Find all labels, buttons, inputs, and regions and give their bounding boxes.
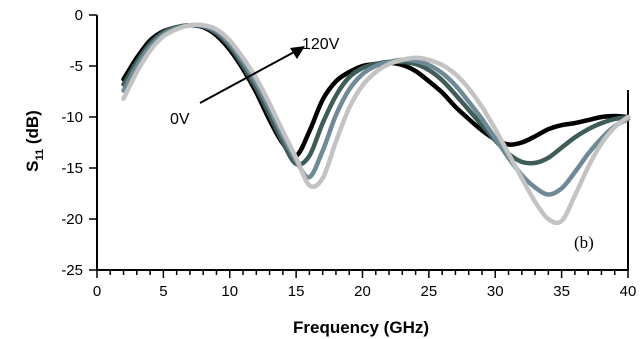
y-tick-label: -5 (70, 58, 83, 75)
y-ticks: 0 -5 -10 -15 -20 -25 (61, 7, 97, 279)
y-axis-title: S11 (dB) (23, 110, 46, 172)
plot-area: 0 5 10 15 20 25 30 35 40 0 -5 -10 -15 -20 -25 (61, 7, 636, 300)
y-tick-label: -10 (61, 109, 83, 126)
y-tick-label: -15 (61, 160, 83, 177)
x-tick-label: 15 (288, 283, 305, 300)
y-axis-title-main: S (23, 161, 42, 172)
x-ticks: 0 5 10 15 20 25 30 35 40 (93, 270, 637, 300)
x-axis-title: Frequency (GHz) (293, 318, 429, 337)
series-line-3 (121, 22, 631, 226)
x-tick-label: 0 (93, 283, 101, 300)
x-tick-label: 35 (553, 283, 570, 300)
x-tick-label: 10 (221, 283, 238, 300)
series-line-0 (121, 22, 631, 159)
y-tick-label: -25 (61, 262, 83, 279)
y-tick-label: 0 (75, 7, 83, 24)
y-tick-label: -20 (61, 211, 83, 228)
voltage-arrow-head (290, 46, 305, 59)
panel-label: (b) (574, 233, 594, 252)
x-tick-label: 25 (421, 283, 438, 300)
x-tick-label: 40 (620, 283, 637, 300)
x-tick-label: 20 (354, 283, 371, 300)
x-tick-label: 5 (159, 283, 167, 300)
series-group (121, 22, 631, 226)
y-axis-title-unit: (dB) (23, 110, 42, 149)
x-tick-label: 30 (487, 283, 504, 300)
y-axis-title-sub: 11 (34, 149, 46, 161)
voltage-arrow-line (199, 50, 297, 104)
series-line-1 (121, 22, 631, 167)
series-line-2 (121, 22, 631, 197)
annotation-0v: 0V (170, 111, 190, 128)
annotation-120v: 120V (302, 36, 340, 53)
